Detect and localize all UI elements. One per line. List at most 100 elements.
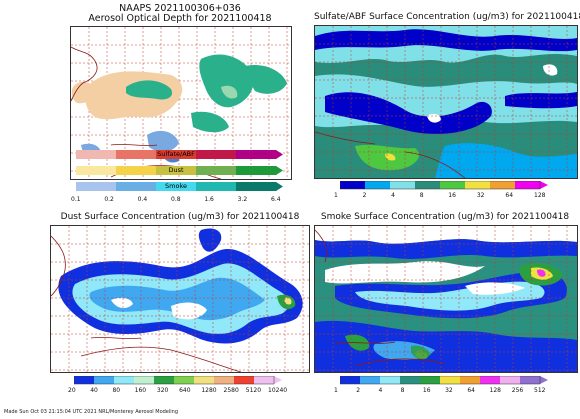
dust-white-gap bbox=[171, 302, 207, 320]
colorbar-segment bbox=[460, 376, 481, 384]
colorbar-tick-label: 640 bbox=[179, 387, 191, 394]
aod-dust-plume-2 bbox=[71, 81, 94, 104]
smoke-coast bbox=[315, 229, 446, 367]
dust-yellow-east bbox=[284, 297, 292, 305]
smoke-title: Smoke Surface Concentration (ug/m3) for … bbox=[320, 212, 570, 222]
aod-legend-segment bbox=[156, 182, 197, 191]
aod-legend-segment bbox=[156, 150, 197, 159]
aod-legend-segment bbox=[196, 150, 237, 159]
colorbar-tick-label: 512 bbox=[534, 387, 546, 394]
colorbar-segment bbox=[114, 376, 135, 384]
colorbar-segment bbox=[74, 376, 95, 384]
colorbar-segment bbox=[520, 376, 541, 384]
smoke-hotspot-core bbox=[537, 269, 546, 277]
colorbar-tick-label: 2580 bbox=[223, 387, 239, 394]
sulfate-colorbar: 1 2 4 8 16 32 64 128 bbox=[334, 181, 550, 201]
colorbar-segment bbox=[174, 376, 195, 384]
aod-legend-segment bbox=[196, 166, 237, 175]
aod-smoke-blue bbox=[147, 130, 179, 152]
aod-legend: Sulfate/ABF Dust Smoke 0.1 0.2 0.4 0.8 1.6 3.… bbox=[71, 150, 286, 206]
sulfate-title: Sulfate/ABF Surface Concentration (ug/m3… bbox=[314, 12, 580, 22]
sulfate-white-2 bbox=[543, 64, 558, 76]
sulfate-coast bbox=[315, 131, 466, 178]
colorbar-tick-label: 4 bbox=[391, 192, 395, 199]
dust-coast-isl bbox=[90, 337, 142, 339]
aod-tick-label: 0.2 bbox=[104, 196, 114, 203]
colorbar-segment bbox=[134, 376, 155, 384]
colorbar-tick-label: 320 bbox=[156, 387, 169, 394]
colorbar-tick-label: 128 bbox=[489, 387, 501, 394]
colorbar-segment bbox=[390, 181, 416, 189]
sulfate-blue-band-1 bbox=[315, 29, 577, 52]
colorbar-tick-label: 20 bbox=[68, 387, 76, 394]
colorbar-segment bbox=[340, 181, 366, 189]
colorbar-tick-label: 1 bbox=[334, 387, 338, 394]
aod-legend-segment bbox=[236, 150, 277, 159]
aod-legend-segment bbox=[116, 166, 157, 175]
colorbar-segment bbox=[194, 376, 215, 384]
aod-tick-label: 0.8 bbox=[171, 196, 181, 203]
aod-legend-arrow bbox=[276, 182, 283, 191]
colorbar-tick-label: 64 bbox=[467, 387, 475, 394]
smoke-map-svg bbox=[315, 226, 577, 372]
colorbar-outline bbox=[340, 376, 541, 385]
colorbar-tick-label: 8 bbox=[419, 192, 424, 199]
smoke-white-north bbox=[315, 226, 577, 244]
aod-legend-segment bbox=[76, 150, 117, 159]
aod-legend-sulfate bbox=[76, 150, 283, 159]
sulfate-blue-east bbox=[505, 92, 577, 109]
dust-map-svg bbox=[51, 226, 309, 372]
aod-title-line1: NAAPS 2021100306+036 bbox=[119, 3, 241, 14]
dust-colorbar: 20 40 80 160 320 640 1280 2580 5120 10240 bbox=[68, 376, 287, 396]
aod-tick-label: 0.4 bbox=[137, 196, 148, 203]
colorbar-tick-label: 16 bbox=[448, 192, 456, 199]
aod-tick-label: 1.6 bbox=[204, 196, 214, 203]
colorbar-segment bbox=[214, 376, 235, 384]
aod-legend-segment bbox=[196, 182, 237, 191]
colorbar-segment bbox=[154, 376, 175, 384]
colorbar-tick-label: 1 bbox=[334, 192, 338, 199]
aod-legend-smoke bbox=[76, 182, 283, 191]
colorbar-tick-label: 8 bbox=[400, 387, 405, 394]
colorbar-outline bbox=[74, 376, 275, 385]
colorbar-segment bbox=[490, 181, 516, 189]
dust-coast-na bbox=[51, 235, 66, 297]
sulfate-colorbar-svg bbox=[340, 181, 548, 190]
footer-credit: Made Sun Oct 03 21:15:04 UTC 2021 NRL/Mo… bbox=[4, 409, 178, 415]
smoke-blue-north bbox=[315, 239, 577, 259]
colorbar-tick-label: 80 bbox=[112, 387, 121, 394]
dust-blue-north bbox=[198, 228, 222, 252]
colorbar-tick-label: 128 bbox=[534, 192, 546, 199]
smoke-white-gap bbox=[465, 282, 525, 295]
aod-map-svg bbox=[71, 27, 291, 179]
aod-legend-arrow bbox=[276, 150, 283, 159]
sulfate-lightblue-1 bbox=[435, 143, 577, 178]
aod-legend-ticks: 0.1 0.2 0.4 0.8 1.6 3.2 6.4 bbox=[71, 196, 286, 206]
colorbar-segment bbox=[415, 181, 441, 189]
sulfate-grid bbox=[315, 26, 577, 178]
colorbar-outline bbox=[340, 181, 541, 190]
aod-legend-label-dust: Dust bbox=[168, 166, 184, 174]
colorbar-segment bbox=[480, 376, 501, 384]
aod-legend-segment bbox=[116, 150, 157, 159]
aod-tick-label: 0.1 bbox=[71, 196, 81, 203]
colorbar-tick-label: 160 bbox=[134, 387, 147, 394]
colorbar-tick-label: 16 bbox=[422, 387, 431, 394]
sulfate-yellow-spot bbox=[385, 153, 396, 161]
aod-legend-dust bbox=[76, 166, 283, 175]
colorbar-tick-label: 32 bbox=[476, 192, 485, 199]
smoke-grid bbox=[315, 226, 577, 372]
aod-legend-svg: Sulfate/ABF Dust Smoke bbox=[76, 150, 283, 191]
aod-legend-segment bbox=[156, 166, 197, 175]
colorbar-arrow bbox=[274, 376, 282, 384]
colorbar-arrow bbox=[540, 181, 548, 189]
colorbar-tick-label: 5120 bbox=[245, 387, 262, 394]
aod-smoke-east bbox=[199, 54, 254, 108]
colorbar-tick-label: 40 bbox=[90, 387, 98, 394]
sulfate-blue-swirl bbox=[325, 92, 492, 134]
smoke-colorbar-svg bbox=[340, 376, 548, 385]
colorbar-segment bbox=[465, 181, 491, 189]
aod-title-line2: Aerosol Optical Depth for 2021100418 bbox=[88, 13, 272, 24]
colorbar-tick-label: 2 bbox=[362, 192, 367, 199]
aod-legend-arrow bbox=[276, 166, 283, 175]
